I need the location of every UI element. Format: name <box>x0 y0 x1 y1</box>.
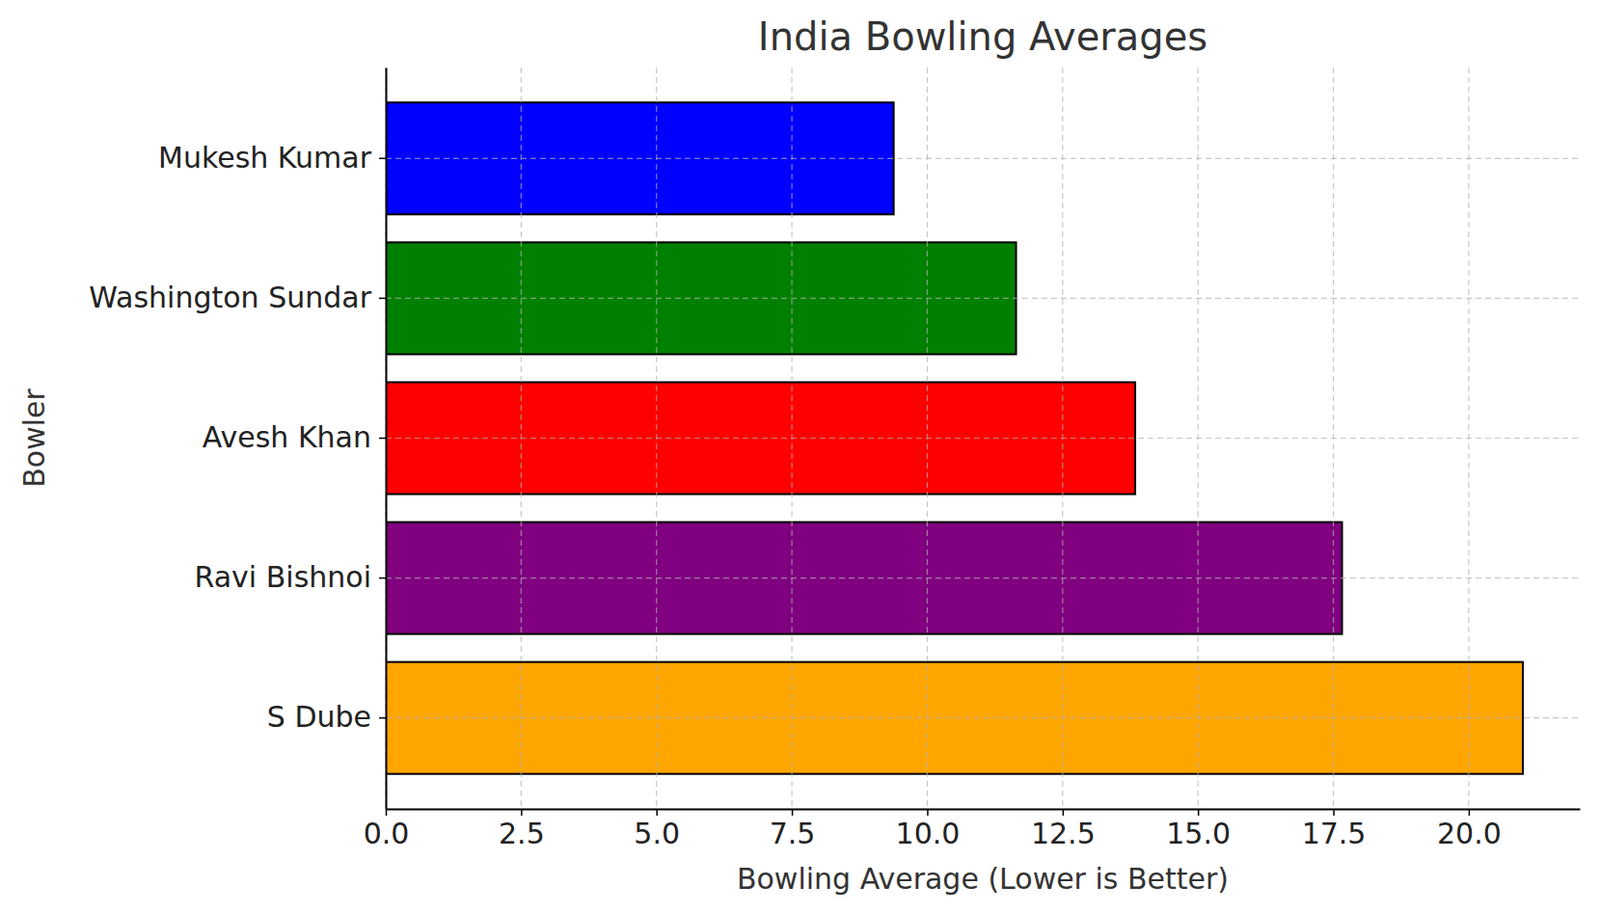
x-tick: 10.0 <box>895 809 961 851</box>
y-tick-mark <box>379 298 386 300</box>
grid-line <box>385 298 1580 299</box>
x-tick: 5.0 <box>633 809 680 851</box>
x-tick-label: 12.5 <box>1030 816 1096 851</box>
x-tick: 2.5 <box>498 809 545 851</box>
x-tick-mark <box>791 809 794 816</box>
x-axis: 0.0 2.5 5.0 7.5 10.0 12.5 15.0 17.5 20.0 <box>363 809 1581 851</box>
grid-line <box>385 437 1580 439</box>
y-axis: Mukesh Kumar Washington Sundar Avesh Khan R… <box>88 68 386 811</box>
x-tick-mark <box>385 809 388 816</box>
y-tick: S Dube <box>267 700 386 734</box>
x-tick-label: 5.0 <box>633 816 680 851</box>
title: India Bowling Averages <box>758 14 1208 59</box>
y-tick-label: Avesh Khan <box>202 420 372 455</box>
x-tick-mark <box>926 809 929 816</box>
x-tick-mark <box>1332 809 1335 816</box>
grid <box>385 67 1580 810</box>
grid-line <box>385 717 1580 719</box>
y-tick-label: S Dube <box>267 700 372 734</box>
grid-line <box>385 577 1580 579</box>
x-tick-label: 2.5 <box>498 816 545 851</box>
x-axis-line <box>386 809 1581 812</box>
grid-line <box>385 158 1580 160</box>
x-tick-mark <box>655 809 658 816</box>
x-tick: 15.0 <box>1166 809 1231 851</box>
y-tick-mark <box>379 717 386 720</box>
x-tick: 7.5 <box>769 809 816 851</box>
x-tick-label: 10.0 <box>895 816 961 851</box>
y-tick-mark <box>379 158 386 161</box>
x-tick-label: 15.0 <box>1166 816 1231 851</box>
y-tick-label: Mukesh Kumar <box>158 140 373 175</box>
y-tick: Mukesh Kumar <box>158 140 386 175</box>
plot-area: 0.0 2.5 5.0 7.5 10.0 12.5 15.0 17.5 20.0 Mukesh K… <box>88 67 1580 851</box>
y-tick: Avesh Khan <box>202 420 386 455</box>
x-tick-mark <box>1468 809 1471 816</box>
y-tick-label: Ravi Bishnoi <box>194 560 372 595</box>
y-tick: Washington Sundar <box>88 280 386 315</box>
y-tick-mark <box>379 437 386 440</box>
x-tick-mark <box>1062 809 1065 816</box>
x-tick-label: 0.0 <box>363 816 410 851</box>
x-tick-label: 17.5 <box>1301 816 1367 851</box>
x-tick-mark <box>520 809 523 816</box>
y-axis-title: Bowler <box>17 388 52 489</box>
x-tick-label: 20.0 <box>1437 816 1502 851</box>
x-tick: 12.5 <box>1030 809 1096 851</box>
x-tick: 0.0 <box>363 809 410 851</box>
x-tick: 20.0 <box>1437 809 1502 851</box>
chart: 0.0 2.5 5.0 7.5 10.0 12.5 15.0 17.5 20.0 Mukesh K… <box>0 0 1600 913</box>
x-tick-label: 7.5 <box>769 816 816 851</box>
y-tick-mark <box>379 577 386 580</box>
x-tick-mark <box>1197 809 1200 816</box>
y-tick: Ravi Bishnoi <box>194 560 386 595</box>
x-tick: 17.5 <box>1301 809 1367 851</box>
x-axis-title: Bowling Average (Lower is Better) <box>736 862 1229 896</box>
y-tick-label: Washington Sundar <box>88 280 372 315</box>
